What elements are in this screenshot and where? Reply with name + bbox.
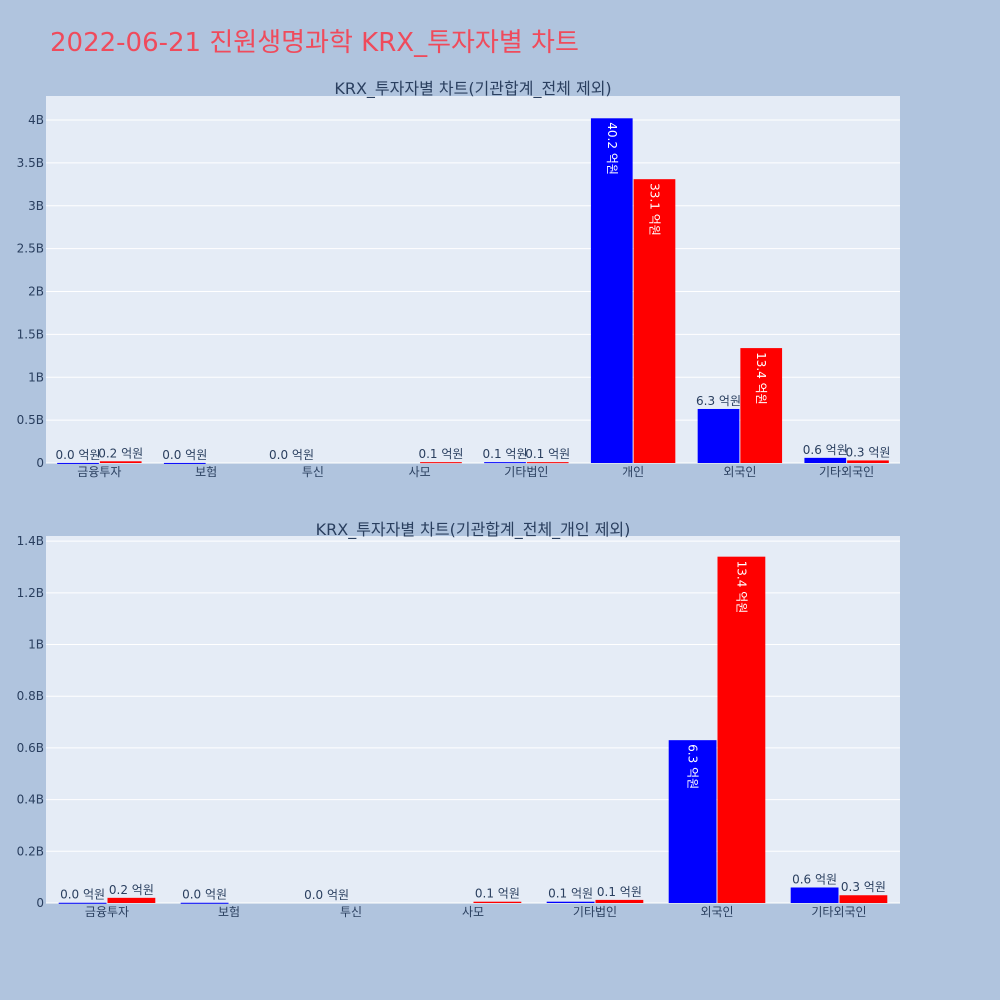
y-tick-label: 1.2B <box>17 586 44 600</box>
data-label: 0.0 억원 <box>162 448 207 462</box>
data-label: 0.2 억원 <box>109 883 154 897</box>
y-tick-label: 1.5B <box>17 327 44 341</box>
data-label: 0.1 억원 <box>483 447 528 461</box>
y-tick-label: 0 <box>36 896 44 910</box>
chart-title: KRX_투자자별 차트(기관합계_전체_개인 제외) <box>316 520 631 540</box>
bar <box>697 408 740 463</box>
bar <box>484 462 526 464</box>
x-tick-label: 외국인 <box>723 465 756 479</box>
bar <box>847 460 889 463</box>
bar <box>107 897 156 903</box>
data-label: 0.6 억원 <box>792 872 837 886</box>
data-label: 0.3 억원 <box>841 880 886 894</box>
x-tick-label: 금융투자 <box>77 465 121 479</box>
y-tick-label: 1B <box>28 370 44 384</box>
data-label: 6.3 억원 <box>686 744 700 789</box>
bar <box>590 118 633 463</box>
plot-area <box>46 536 900 903</box>
data-label: 0.3 억원 <box>845 445 890 459</box>
y-tick-label: 2.5B <box>17 242 44 256</box>
x-tick-label: 기타법인 <box>573 905 617 919</box>
x-tick-label: 보험 <box>218 905 240 919</box>
data-label: 6.3 억원 <box>696 394 741 408</box>
y-tick-label: 0.4B <box>17 793 44 807</box>
x-tick-label: 투신 <box>302 465 324 479</box>
data-label: 0.6 억원 <box>803 443 848 457</box>
page-title: 2022-06-21 진원생명과학 KRX_투자자별 차트 <box>50 28 579 58</box>
bar <box>595 899 644 903</box>
data-label: 0.1 억원 <box>597 885 642 899</box>
y-tick-label: 4B <box>28 113 44 127</box>
y-tick-label: 1.4B <box>17 534 44 548</box>
bar <box>668 740 717 903</box>
x-tick-label: 금융투자 <box>85 905 129 919</box>
bar <box>58 902 107 904</box>
x-tick-label: 외국인 <box>700 905 733 919</box>
x-tick-label: 기타법인 <box>504 465 548 479</box>
bar <box>526 462 569 464</box>
y-tick-label: 1B <box>28 638 44 652</box>
x-tick-label: 기타외국인 <box>819 465 874 479</box>
chart-1: KRX_투자자별 차트(기관합계_전체 제외) 0 0.5B 1B 1.5B 2B 2.5B… <box>17 79 900 479</box>
x-tick-label: 사모 <box>409 465 431 479</box>
x-tick-label: 개인 <box>622 465 644 479</box>
data-label: 0.0 억원 <box>182 888 227 902</box>
data-label: 0.1 억원 <box>548 887 593 901</box>
x-tick-label: 보험 <box>195 465 217 479</box>
bar <box>546 901 595 903</box>
data-label: 0.0 억원 <box>56 448 101 462</box>
bar <box>804 457 847 463</box>
bar <box>163 462 206 464</box>
bar <box>99 461 142 463</box>
data-label: 13.4 억원 <box>734 561 748 614</box>
y-tick-label: 2B <box>28 285 44 299</box>
bar <box>633 179 676 463</box>
x-tick-label: 기타외국인 <box>811 905 866 919</box>
data-label: 40.2 억원 <box>605 122 619 175</box>
y-tick-label: 3.5B <box>17 156 44 170</box>
y-tick-label: 0 <box>36 456 44 470</box>
bar <box>57 462 99 464</box>
x-tick-label: 투신 <box>340 905 362 919</box>
bar <box>740 348 783 463</box>
y-tick-label: 0.5B <box>17 413 44 427</box>
data-label: 0.0 억원 <box>304 888 349 902</box>
x-tick-label: 사모 <box>462 905 484 919</box>
data-label: 0.1 억원 <box>418 447 463 461</box>
data-label: 0.2 억원 <box>98 446 143 460</box>
bar <box>839 895 888 903</box>
data-label: 0.0 억원 <box>60 888 105 902</box>
y-tick-label: 0.6B <box>17 741 44 755</box>
data-label: 33.1 억원 <box>647 183 661 236</box>
bar <box>420 462 462 464</box>
data-label: 13.4 억원 <box>754 352 768 405</box>
y-tick-label: 3B <box>28 199 44 213</box>
bar <box>180 902 229 904</box>
y-tick-label: 0.2B <box>17 844 44 858</box>
bar <box>473 901 522 903</box>
data-label: 0.0 억원 <box>269 448 314 462</box>
y-tick-label: 0.8B <box>17 689 44 703</box>
bar <box>790 887 839 903</box>
data-label: 0.1 억원 <box>525 447 570 461</box>
bar <box>717 556 766 903</box>
chart-title: KRX_투자자별 차트(기관합계_전체 제외) <box>334 79 611 99</box>
data-label: 0.1 억원 <box>475 887 520 901</box>
